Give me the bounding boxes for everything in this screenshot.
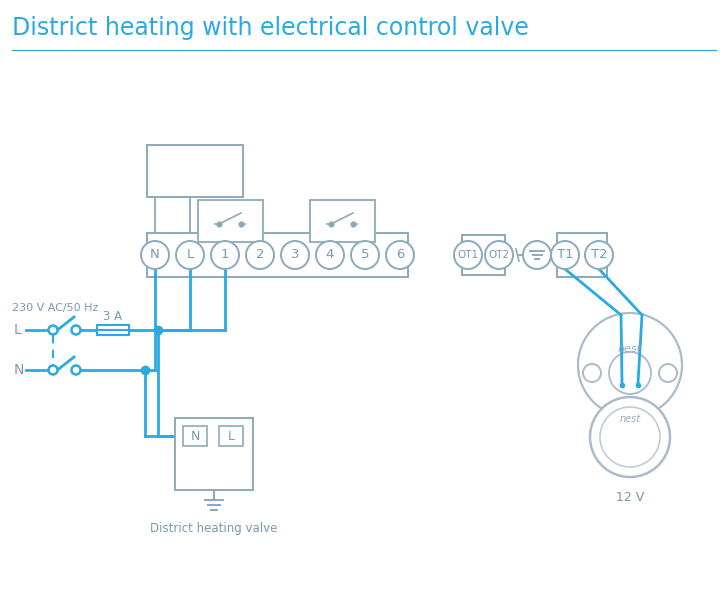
Text: OT2: OT2 <box>488 250 510 260</box>
Circle shape <box>49 326 58 334</box>
Circle shape <box>578 313 682 417</box>
Text: 5: 5 <box>361 248 369 261</box>
Circle shape <box>659 364 677 382</box>
Circle shape <box>71 326 81 334</box>
Circle shape <box>211 241 239 269</box>
Circle shape <box>386 241 414 269</box>
Text: L: L <box>227 429 234 443</box>
Circle shape <box>551 241 579 269</box>
Text: N: N <box>150 248 160 261</box>
Text: 6: 6 <box>396 248 404 261</box>
Circle shape <box>71 365 81 374</box>
Text: T2: T2 <box>590 248 607 261</box>
Text: L: L <box>14 323 22 337</box>
Text: T1: T1 <box>557 248 574 261</box>
Circle shape <box>246 241 274 269</box>
FancyBboxPatch shape <box>462 235 505 275</box>
Text: L: L <box>186 248 194 261</box>
Text: District heating valve: District heating valve <box>150 522 277 535</box>
Text: 2: 2 <box>256 248 264 261</box>
Text: District heating with electrical control valve: District heating with electrical control… <box>12 16 529 40</box>
Circle shape <box>176 241 204 269</box>
Text: 3 A: 3 A <box>103 311 122 324</box>
Circle shape <box>600 407 660 467</box>
Text: 12 V: 12 V <box>616 491 644 504</box>
Circle shape <box>49 365 58 374</box>
FancyBboxPatch shape <box>175 418 253 490</box>
Text: N: N <box>190 429 199 443</box>
Text: nest: nest <box>620 414 641 424</box>
Text: 1: 1 <box>221 248 229 261</box>
FancyBboxPatch shape <box>310 200 375 242</box>
Circle shape <box>281 241 309 269</box>
FancyBboxPatch shape <box>557 233 607 277</box>
Text: 230 V AC/50 Hz: 230 V AC/50 Hz <box>12 303 98 313</box>
FancyBboxPatch shape <box>198 200 263 242</box>
FancyBboxPatch shape <box>147 145 243 197</box>
Text: 4: 4 <box>326 248 334 261</box>
FancyBboxPatch shape <box>147 233 408 277</box>
Text: nest: nest <box>618 344 642 354</box>
Circle shape <box>583 364 601 382</box>
Circle shape <box>454 241 482 269</box>
Text: 3: 3 <box>290 248 299 261</box>
Text: N: N <box>14 363 24 377</box>
Circle shape <box>351 241 379 269</box>
Circle shape <box>523 241 551 269</box>
Circle shape <box>485 241 513 269</box>
Circle shape <box>590 397 670 477</box>
Text: OT1: OT1 <box>457 250 478 260</box>
Circle shape <box>609 352 651 394</box>
Circle shape <box>585 241 613 269</box>
FancyBboxPatch shape <box>219 426 243 446</box>
Circle shape <box>141 241 169 269</box>
Text: Input power: Input power <box>158 165 232 178</box>
FancyBboxPatch shape <box>619 409 641 423</box>
FancyBboxPatch shape <box>97 325 129 335</box>
FancyBboxPatch shape <box>183 426 207 446</box>
Circle shape <box>316 241 344 269</box>
